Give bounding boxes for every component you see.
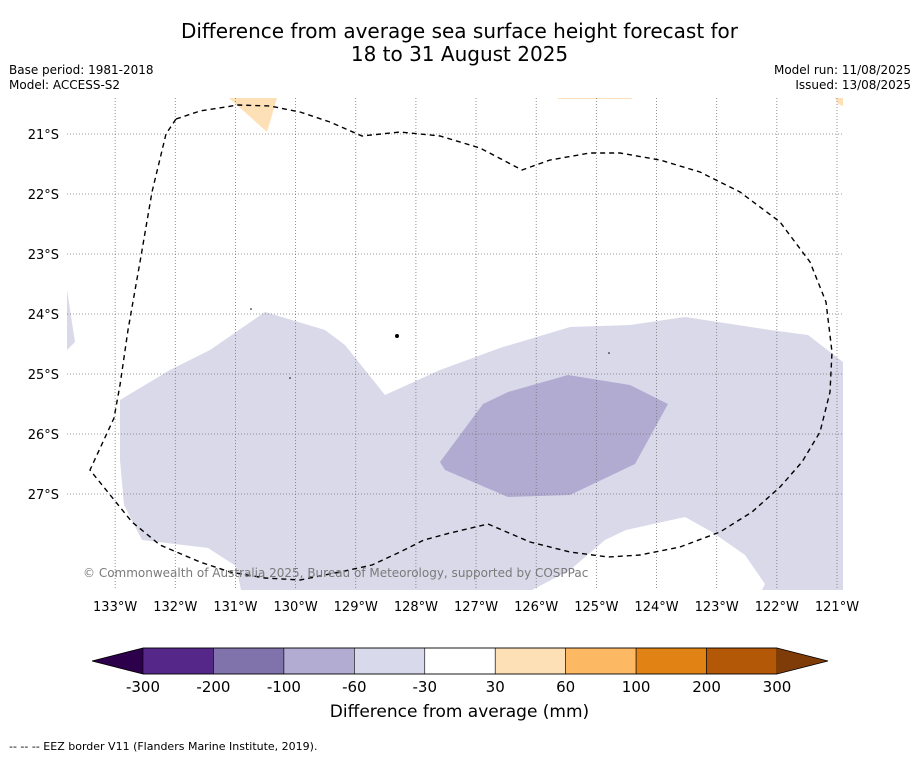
colorbar-box — [354, 647, 426, 675]
region-peach — [835, 98, 843, 106]
longitude-label: 121°W — [815, 600, 859, 615]
colorbar-box — [424, 647, 496, 675]
latitude-labels: 21°S 22°S 23°S 24°S 25°S 26°S 27°S — [28, 128, 59, 503]
colorbar-box — [565, 647, 637, 675]
longitude-labels: 133°W 132°W 131°W 130°W 129°W 128°W 127°W 126°W… — [93, 600, 859, 615]
colorbar-box — [494, 647, 566, 675]
longitude-label: 128°W — [394, 600, 438, 615]
latitude-label: 25°S — [28, 368, 59, 383]
colorbar-tick-label: -30 — [413, 678, 438, 696]
small-island — [289, 377, 291, 379]
small-island — [395, 334, 399, 338]
small-island — [608, 352, 610, 354]
gridlines — [67, 98, 843, 590]
region-peach — [229, 98, 277, 132]
latitude-label: 27°S — [28, 488, 59, 503]
region-peach — [558, 98, 632, 99]
colorbar-tick-label: 300 — [763, 678, 792, 696]
eez-footnote: -- -- -- EEZ border V11 (Flanders Marine… — [9, 740, 318, 753]
longitude-label: 132°W — [153, 600, 197, 615]
longitude-label: 130°W — [274, 600, 318, 615]
chart-title-line2: 18 to 31 August 2025 — [350, 42, 569, 66]
colorbar-box — [283, 647, 355, 675]
colorbar-boxes — [142, 647, 778, 675]
longitude-label: 125°W — [574, 600, 618, 615]
colorbar-box — [706, 647, 778, 675]
colorbar-tick-label: 100 — [622, 678, 651, 696]
forecast-map: 133°W 132°W 131°W 130°W 129°W 128°W 127°W 126°W… — [28, 98, 859, 696]
colorbar-label: Difference from average (mm) — [329, 702, 590, 722]
latitude-label: 22°S — [28, 188, 59, 203]
chart-title-line1: Difference from average sea surface heig… — [180, 19, 739, 43]
base-period: Base period: 1981-2018 — [9, 63, 154, 77]
longitude-label: 123°W — [695, 600, 739, 615]
colorbar-tick-labels: -300 -200 -100 -60 -30 30 60 100 200 300 — [126, 678, 791, 696]
latitude-label: 26°S — [28, 428, 59, 443]
region-medium-lavender — [440, 375, 668, 497]
colorbar-tick-label: 30 — [486, 678, 505, 696]
longitude-label: 133°W — [93, 600, 137, 615]
region-light-lavender — [67, 290, 75, 350]
latitude-label: 23°S — [28, 248, 59, 263]
colorbar-under-arrow — [92, 648, 143, 674]
model-name: Model: ACCESS-S2 — [9, 78, 121, 92]
anomaly-regions — [67, 98, 843, 590]
latitude-label: 21°S — [28, 128, 59, 143]
colorbar-tick-label: 200 — [692, 678, 721, 696]
colorbar-box — [142, 647, 214, 675]
colorbar: -300 -200 -100 -60 -30 30 60 100 200 300 — [91, 647, 829, 696]
eez-border — [89, 104, 833, 581]
colorbar-over-arrow — [777, 648, 828, 674]
latitude-label: 24°S — [28, 308, 59, 323]
longitude-label: 129°W — [334, 600, 378, 615]
colorbar-outline — [91, 647, 829, 675]
model-run: Model run: 11/08/2025 — [773, 63, 911, 77]
colorbar-box — [635, 647, 707, 675]
longitude-label: 124°W — [634, 600, 678, 615]
colorbar-tick-label: -100 — [267, 678, 301, 696]
longitude-label: 127°W — [454, 600, 498, 615]
colorbar-tick-label: -200 — [196, 678, 230, 696]
longitude-label: 126°W — [514, 600, 558, 615]
colorbar-box — [213, 647, 285, 675]
colorbar-tick-label: -300 — [126, 678, 160, 696]
longitude-label: 122°W — [755, 600, 799, 615]
issued-date: Issued: 13/08/2025 — [795, 78, 911, 92]
colorbar-tick-label: -60 — [342, 678, 367, 696]
small-island — [250, 308, 252, 310]
longitude-label: 131°W — [213, 600, 257, 615]
colorbar-tick-label: 60 — [556, 678, 575, 696]
copyright-notice: © Commonwealth of Australia 2025, Bureau… — [83, 566, 588, 580]
